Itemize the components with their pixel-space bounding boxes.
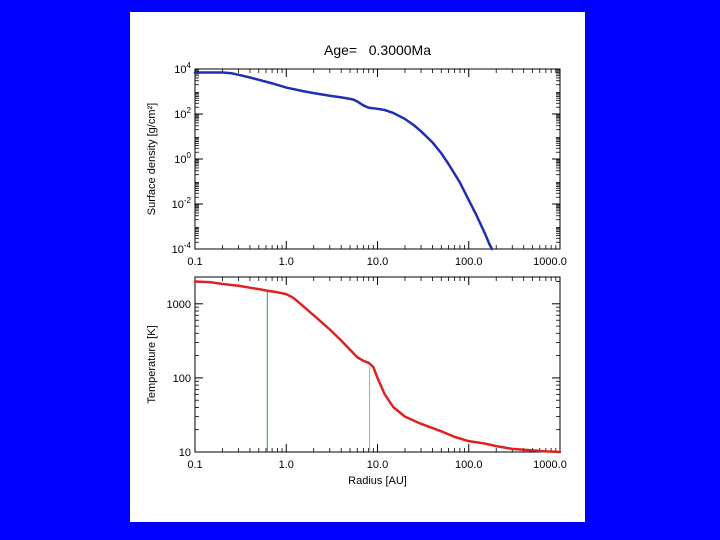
density-y-tick-label: 102 xyxy=(174,106,191,121)
density-series-line xyxy=(193,71,494,251)
temperature-chart: 0.1 1.0 10.0 100.0 1000.0 1000 100 10 Temperatur… xyxy=(146,276,567,487)
temperature-y-tick-label: 100 xyxy=(173,373,191,385)
temperature-x-tick-label: 100.0 xyxy=(455,459,483,471)
temperature-x-tick-label: 1.0 xyxy=(279,459,294,471)
density-chart-title: Age= 0.3000Ma xyxy=(324,42,431,58)
temperature-x-axis-label: Radius [AU] xyxy=(348,475,407,487)
density-y-axis-label: Surface density [g/cm²] xyxy=(146,103,158,216)
density-chart: 0.1 1.0 10.0 100.0 1000.0 104 102 100 10-2 10-4 Ag… xyxy=(146,42,567,268)
temperature-plot-frame xyxy=(194,276,561,453)
temperature-y-axis-label: Temperature [K] xyxy=(146,325,158,403)
density-x-tick-label: 0.1 xyxy=(187,256,202,268)
density-x-tick-label: 1.0 xyxy=(279,256,294,268)
density-plot-frame xyxy=(194,68,561,250)
density-y-tick-label: 104 xyxy=(174,61,191,76)
temperature-x-tick-label: 10.0 xyxy=(367,459,388,471)
temperature-x-tick-label: 0.1 xyxy=(187,459,202,471)
figure-panel: 0.1 1.0 10.0 100.0 1000.0 104 102 100 10-2 10-4 Ag… xyxy=(130,12,585,522)
temperature-y-tick-label: 1000 xyxy=(167,299,191,311)
density-x-tick-label: 1000.0 xyxy=(533,256,567,268)
density-x-tick-label: 10.0 xyxy=(367,256,388,268)
temperature-series-line xyxy=(193,280,562,454)
density-y-tick-label: 100 xyxy=(174,151,191,166)
density-x-tick-label: 100.0 xyxy=(455,256,483,268)
temperature-y-tick-label: 10 xyxy=(179,447,191,459)
temperature-x-tick-label: 1000.0 xyxy=(533,459,567,471)
density-y-tick-label: 10-4 xyxy=(172,241,192,256)
figure-canvas: 0.1 1.0 10.0 100.0 1000.0 104 102 100 10-2 10-4 Ag… xyxy=(146,42,567,487)
density-y-tick-label: 10-2 xyxy=(172,196,192,211)
